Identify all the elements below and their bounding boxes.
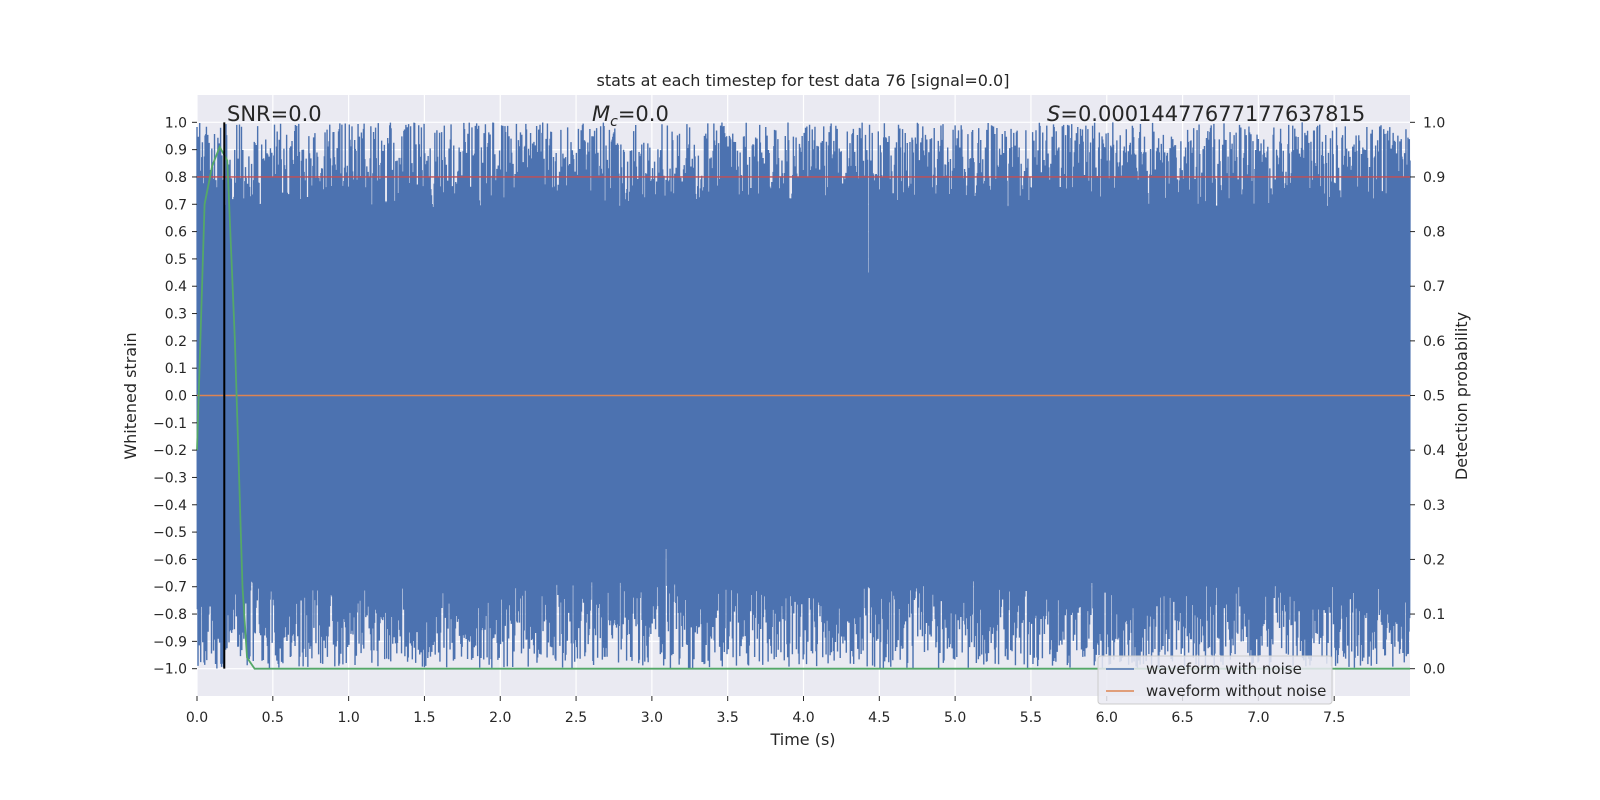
legend: waveform with noise waveform without noi… [1097,655,1333,705]
y-tick-label-right: 0.0 [1423,662,1445,678]
x-tick-label: 4.5 [868,710,890,726]
mc-symbol: M [592,102,610,126]
y-tick-label-left: −0.1 [153,416,187,432]
mc-annotation: Mc=0.0 [592,102,669,130]
y-tick-label-left: −0.9 [153,634,187,650]
y-tick-label-left: −0.7 [153,580,187,596]
x-tick-label: 7.0 [1247,710,1269,726]
y-tick-label-right: 0.6 [1423,334,1445,350]
x-tick-label: 4.0 [792,710,814,726]
legend-label-clean: waveform without noise [1146,682,1326,700]
y-tick-label-right: 0.9 [1423,170,1445,186]
mc-value: =0.0 [618,102,669,126]
snr-annotation: SNR=0.0 [227,102,322,126]
y-tick-labels-right: 1.0 0.9 0.8 0.7 0.6 0.5 0.4 0.3 0.2 0.1 0.0 [1410,115,1445,678]
y-tick-label-right: 0.1 [1423,607,1445,623]
x-tick-label: 2.0 [489,710,511,726]
x-tick-label: 5.5 [1020,710,1042,726]
y-tick-label-right: 0.2 [1423,552,1445,568]
y-tick-label-right: 1.0 [1423,115,1445,131]
x-tick-label: 7.5 [1323,710,1345,726]
s-annotation: S=0.00014477677177637815 [1047,102,1365,126]
x-tick-label: 2.5 [565,710,587,726]
x-tick-labels: 0.0 0.5 1.0 1.5 2.0 2.5 3.0 3.5 4.0 4.5 5.0 5.5 6.0 6… [186,696,1345,726]
s-symbol: S [1047,102,1060,126]
legend-label-noise: waveform with noise [1146,660,1302,678]
y-tick-label-left: 0.7 [165,197,187,213]
x-tick-label: 3.5 [717,710,739,726]
y-tick-label-left: 0.5 [165,252,187,268]
y-tick-label-left: −0.8 [153,607,187,623]
y-axis-label-left: Whitened strain [121,332,140,459]
y-tick-label-left: 0.4 [165,279,187,295]
series-waveform-with-noise [196,122,1411,669]
y-tick-label-left: 0.3 [165,307,187,323]
y-tick-label-right: 0.4 [1423,443,1445,459]
y-tick-label-left: 0.9 [165,143,187,159]
y-tick-label-left: −0.4 [153,498,187,514]
x-tick-label: 6.0 [1096,710,1118,726]
x-tick-label: 0.5 [262,710,284,726]
legend-box [1097,655,1333,705]
x-axis-label: Time (s) [769,730,835,749]
waveform-with-noise-line [196,122,1411,669]
detection-probability-line [196,144,1410,670]
y-tick-label-left: −0.2 [153,443,187,459]
y-tick-labels-left: 1.0 0.9 0.8 0.7 0.6 0.5 0.4 0.3 0.2 0.1 0.0 −0.1 −0.… [153,115,197,678]
y-axis-label-right: Detection probability [1452,312,1471,480]
x-tick-label: 3.0 [641,710,663,726]
y-tick-label-left: −1.0 [153,662,187,678]
y-tick-label-left: −0.3 [153,470,187,486]
y-tick-label-left: −0.6 [153,552,187,568]
x-tick-label: 1.0 [337,710,359,726]
y-tick-label-right: 0.7 [1423,279,1445,295]
y-tick-label-right: 0.5 [1423,389,1445,405]
x-tick-label: 0.0 [186,710,208,726]
mc-subscript: c [610,114,618,130]
s-value: =0.00014477677177637815 [1060,102,1365,126]
series-lines [196,122,1410,670]
x-tick-label: 5.0 [944,710,966,726]
y-tick-label-right: 0.8 [1423,225,1445,241]
y-tick-label-left: −0.5 [153,525,187,541]
y-tick-label-left: 0.8 [165,170,187,186]
x-tick-label: 1.5 [413,710,435,726]
y-tick-label-left: 0.0 [165,389,187,405]
y-tick-label-left: 0.1 [165,361,187,377]
chart-title: stats at each timestep for test data 76 … [597,71,1010,90]
y-tick-label-left: 0.2 [165,334,187,350]
y-tick-label-left: 0.6 [165,225,187,241]
y-tick-label-left: 1.0 [165,115,187,131]
y-tick-label-right: 0.3 [1423,498,1445,514]
x-tick-label: 6.5 [1171,710,1193,726]
